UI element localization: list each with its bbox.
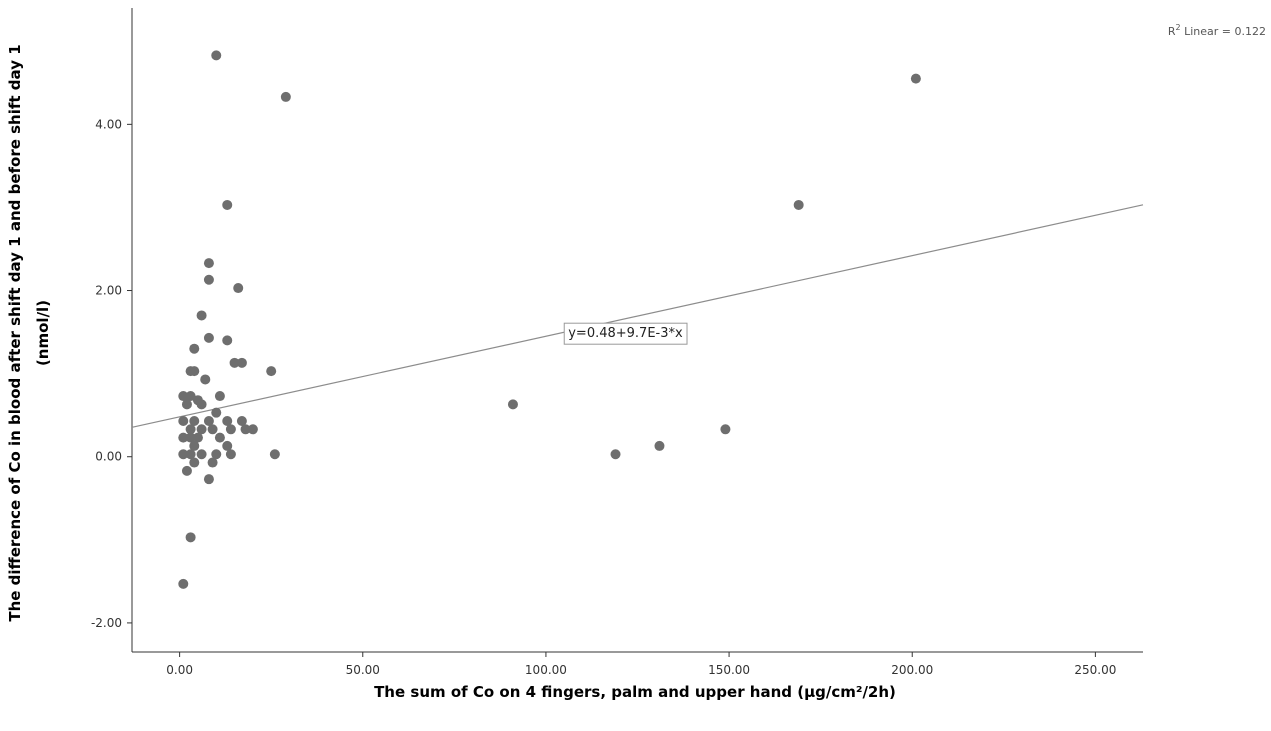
- data-point: [233, 283, 244, 294]
- data-point: [189, 415, 200, 426]
- data-point: [720, 424, 731, 435]
- regression-line: [131, 204, 1144, 428]
- data-point: [189, 457, 200, 468]
- data-point: [196, 449, 207, 460]
- data-point: [214, 432, 225, 443]
- r-squared-value: Linear = 0.122: [1181, 25, 1266, 38]
- data-points: [178, 50, 921, 589]
- x-tick-label: 0.00: [166, 663, 193, 677]
- y-tick-label: 2.00: [95, 284, 122, 298]
- data-point: [196, 424, 207, 435]
- equation-label-box: y=0.48+9.7E-3*x: [563, 322, 688, 345]
- data-point: [266, 366, 277, 377]
- y-tick-label: 4.00: [95, 117, 122, 131]
- data-point: [211, 449, 222, 460]
- data-point: [269, 449, 280, 460]
- equation-label: y=0.48+9.7E-3*x: [568, 326, 683, 341]
- data-point: [222, 199, 233, 210]
- data-point: [185, 449, 196, 460]
- data-point: [507, 399, 518, 410]
- data-point: [222, 415, 233, 426]
- data-point: [185, 432, 196, 443]
- x-tick-label: 100.00: [525, 663, 567, 677]
- data-point: [222, 335, 233, 346]
- x-tick-label: 250.00: [1074, 663, 1116, 677]
- data-point: [203, 274, 214, 285]
- data-point: [236, 357, 247, 368]
- data-point: [192, 432, 203, 443]
- y-axis-title-line-1: The difference of Co in blood after shif…: [6, 44, 24, 621]
- axes: [131, 8, 1143, 653]
- data-point: [225, 424, 236, 435]
- data-point: [207, 457, 218, 468]
- data-point: [181, 465, 192, 476]
- r-squared-symbol: R: [1168, 25, 1176, 38]
- data-point: [247, 424, 258, 435]
- data-point: [178, 432, 189, 443]
- data-point: [185, 532, 196, 543]
- r-squared-superscript: 2: [1176, 23, 1181, 32]
- x-tick-label: 50.00: [346, 663, 380, 677]
- data-point: [178, 449, 189, 460]
- x-axis-title: The sum of Co on 4 fingers, palm and upp…: [374, 683, 896, 701]
- data-point: [229, 357, 240, 368]
- data-point: [203, 415, 214, 426]
- data-point: [185, 391, 196, 402]
- data-point: [178, 391, 189, 402]
- data-point: [610, 449, 621, 460]
- data-point: [200, 374, 211, 385]
- r-squared-label: R2 Linear = 0.122: [1168, 23, 1266, 38]
- data-point: [196, 399, 207, 410]
- equation-box-frame: [563, 322, 688, 345]
- data-point: [280, 91, 291, 102]
- data-point: [203, 258, 214, 269]
- data-point: [214, 391, 225, 402]
- data-point: [203, 332, 214, 343]
- data-point: [189, 440, 200, 451]
- y-tick-label: -2.00: [91, 616, 122, 630]
- data-point: [189, 343, 200, 354]
- data-point: [203, 474, 214, 485]
- data-point: [222, 440, 233, 451]
- y-axis-title-line-2: (nmol/l): [34, 300, 52, 366]
- data-point: [178, 415, 189, 426]
- data-point: [910, 73, 921, 84]
- data-point: [185, 424, 196, 435]
- y-tick-label: 0.00: [95, 450, 122, 464]
- y-axis-ticks: -2.00 0.00 2.00 4.00: [91, 117, 132, 630]
- data-point: [178, 578, 189, 589]
- data-point: [211, 50, 222, 61]
- data-point: [654, 440, 665, 451]
- data-point: [211, 407, 222, 418]
- data-point: [189, 366, 200, 377]
- data-point: [793, 199, 804, 210]
- data-point: [236, 415, 247, 426]
- x-tick-label: 150.00: [708, 663, 750, 677]
- data-point: [196, 310, 207, 321]
- x-tick-label: 200.00: [891, 663, 933, 677]
- data-point: [207, 424, 218, 435]
- x-axis-ticks: 0.00 50.00 100.00 150.00 200.00 250.00: [166, 652, 1116, 677]
- data-point: [240, 424, 251, 435]
- data-point: [225, 449, 236, 460]
- data-point: [181, 399, 192, 410]
